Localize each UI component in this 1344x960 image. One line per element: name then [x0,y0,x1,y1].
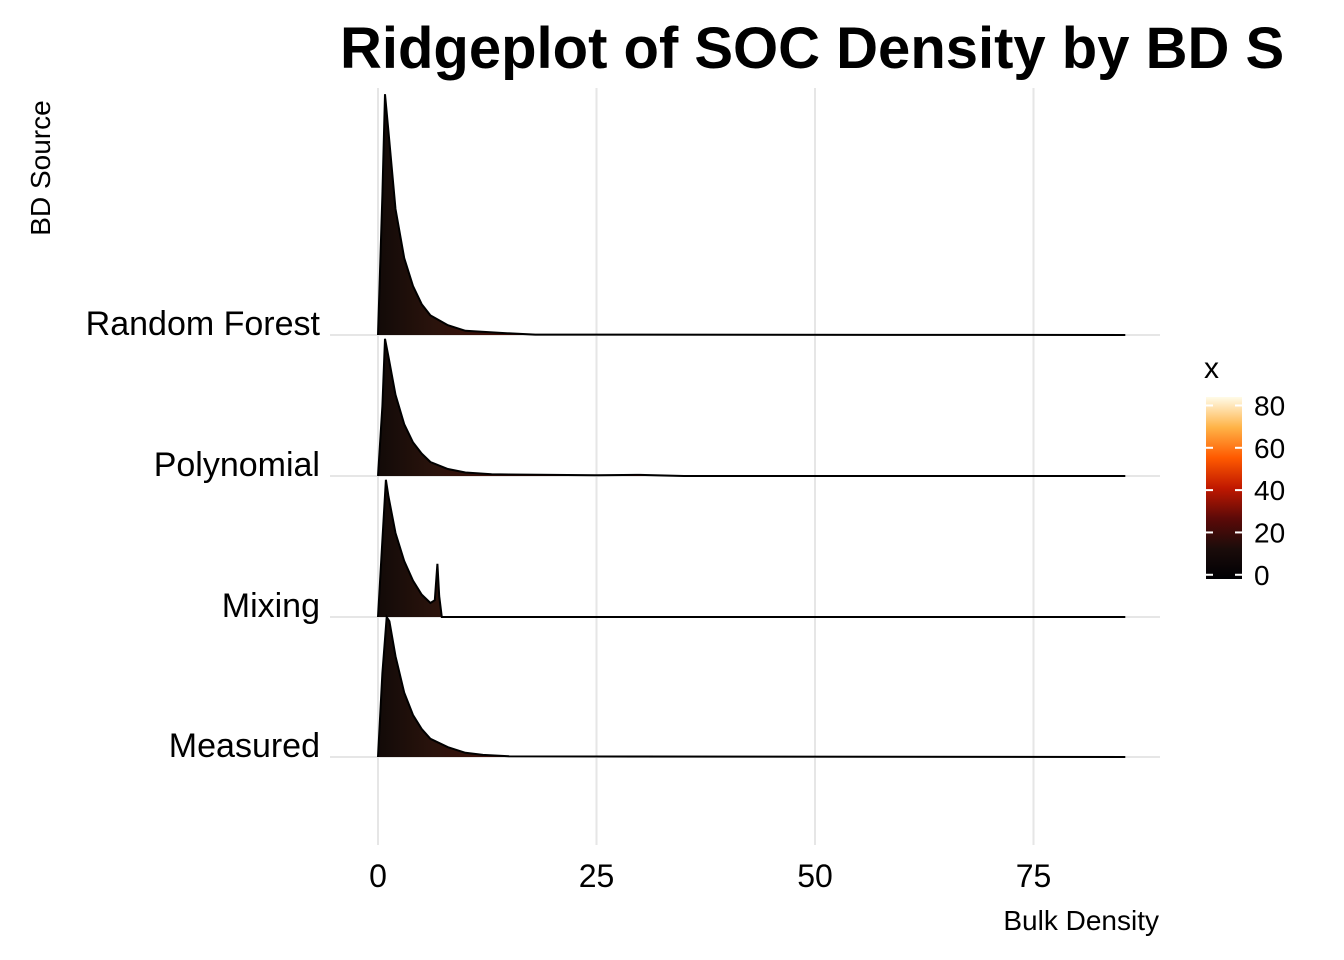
ridge-fill-polynomial [378,338,1126,476]
y-axis-title: BD Source [25,100,56,235]
legend-tick-label-0: 0 [1254,560,1270,591]
chart-title: Ridgeplot of SOC Density by BD S [340,16,1284,81]
x-tick-label-2: 50 [797,858,833,894]
ridge-line-polynomial [377,338,1126,477]
x-tick-labels: 0 25 50 75 [369,858,1051,894]
ridge-fill-measured [378,617,1126,757]
ridge-fill-random-forest [378,94,1126,335]
y-tick-label-random-forest: Random Forest [86,305,321,343]
legend-colorbar [1206,397,1242,579]
legend-tick-label-4: 80 [1254,390,1285,421]
legend-ticks: 0 20 40 60 80 [1206,390,1285,591]
ridge-line-random-forest [377,94,1126,336]
ridge-line-measured [377,613,1126,758]
category-labels: Measured Mixing Polynomial Random Forest [86,305,321,765]
y-tick-label-mixing: Mixing [222,587,320,625]
gridlines [330,88,1160,845]
ridges [377,94,1126,758]
x-tick-label-1: 25 [579,858,615,894]
y-tick-label-measured: Measured [169,727,320,765]
legend-title: x [1204,352,1219,385]
x-tick-label-0: 0 [369,858,387,894]
legend-tick-label-2: 40 [1254,475,1285,506]
ridge-line-mixing [377,479,1126,618]
legend-tick-label-1: 20 [1254,517,1285,548]
x-axis-title: Bulk Density [1003,905,1159,936]
x-tick-label-3: 75 [1016,858,1052,894]
color-legend: x 0 20 40 60 80 [1204,352,1285,591]
ridge-fill-mixing [378,479,1126,617]
legend-tick-label-3: 60 [1254,433,1285,464]
y-tick-label-polynomial: Polynomial [154,446,320,484]
